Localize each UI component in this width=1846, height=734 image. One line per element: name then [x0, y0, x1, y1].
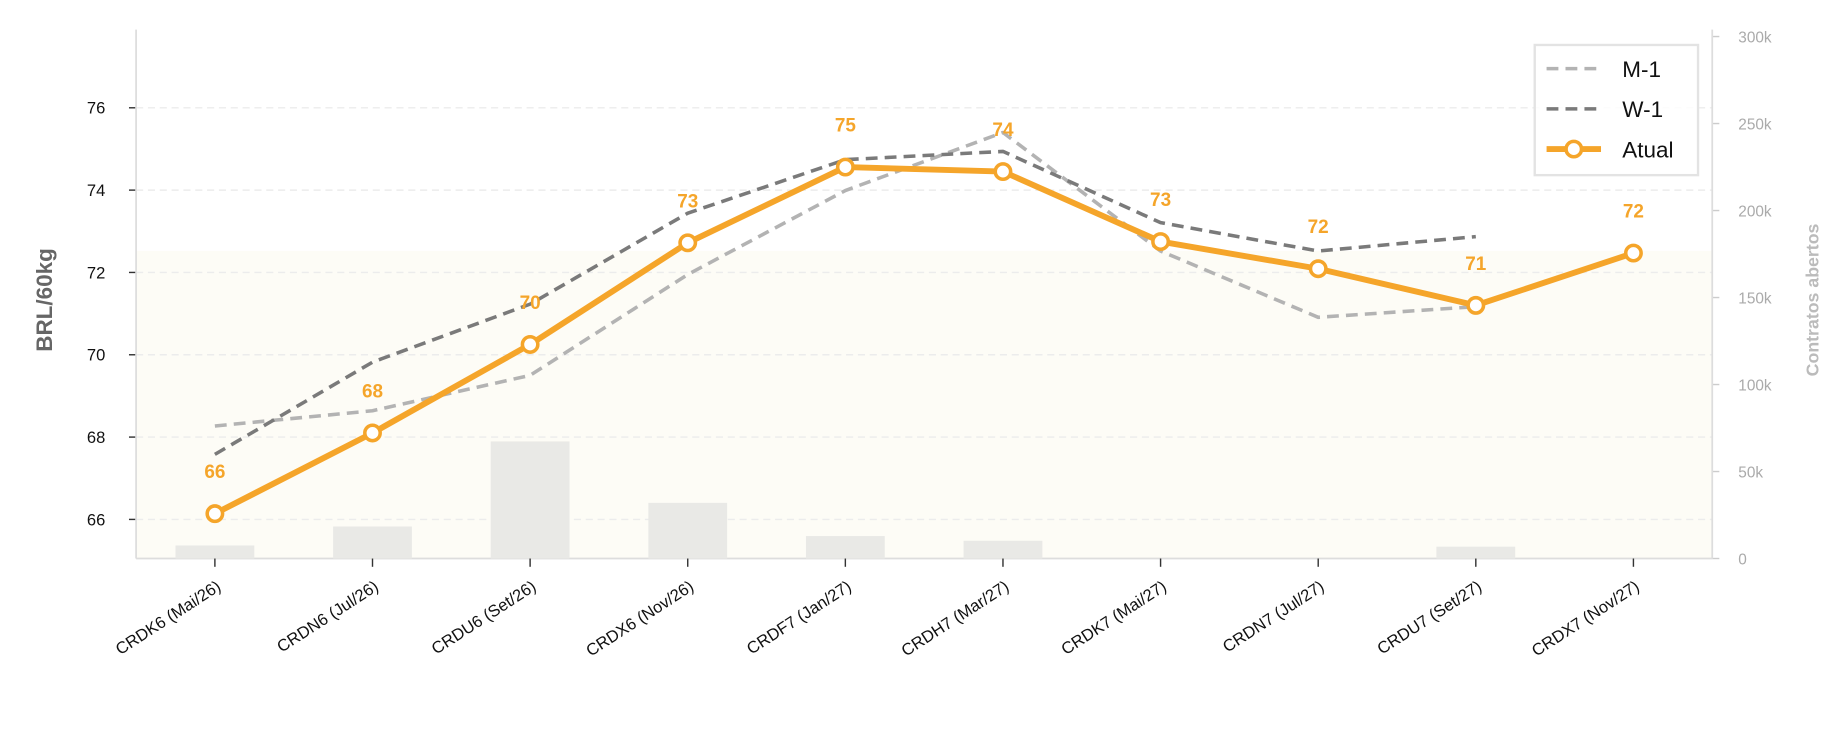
- value-label: 68: [362, 381, 383, 402]
- y-tick-label: 72: [87, 263, 105, 282]
- value-label: 71: [1465, 254, 1486, 275]
- bar: [175, 545, 255, 559]
- x-tick-label: CRDX6 (Nov/26): [583, 577, 697, 661]
- y2-tick-label: 200k: [1738, 203, 1772, 220]
- y2-tick-label: 100k: [1738, 377, 1772, 394]
- value-label: 74: [992, 120, 1014, 141]
- y-tick-label: 70: [87, 346, 105, 365]
- point: [835, 157, 855, 177]
- x-tick-label: CRDX7 (Nov/27): [1528, 577, 1642, 661]
- y2-axis-title: Contratos abertos: [1803, 223, 1823, 376]
- x-tick-label: CRDK6 (Mai/26): [112, 577, 224, 659]
- bar: [490, 441, 570, 559]
- bar: [648, 502, 728, 559]
- point: [678, 233, 698, 253]
- point: [363, 423, 382, 443]
- y-tick-label: 66: [87, 510, 105, 529]
- point: [1308, 259, 1328, 279]
- bar: [333, 526, 412, 559]
- point: [1151, 232, 1171, 252]
- y2-tick-label: 300k: [1738, 29, 1772, 46]
- y2-tick-label: 50k: [1738, 464, 1763, 481]
- value-label: 73: [677, 191, 698, 212]
- value-label: 70: [520, 293, 541, 314]
- value-label: 66: [204, 462, 225, 483]
- y2-tick-label: 0: [1738, 551, 1747, 568]
- point: [205, 504, 225, 524]
- x-tick-label: CRDN7 (Jul/27): [1219, 577, 1327, 657]
- legend-label: W-1: [1622, 97, 1663, 122]
- legend-marker: [1564, 139, 1584, 159]
- value-label: 73: [1150, 190, 1171, 211]
- x-tick-label: CRDU6 (Set/26): [428, 577, 539, 659]
- x-tick-label: CRDK7 (Mai/27): [1058, 577, 1170, 659]
- value-label: 72: [1623, 202, 1644, 223]
- y-axis-title: BRL/60kg: [32, 248, 57, 352]
- legend-label: M-1: [1622, 57, 1661, 82]
- y-tick-label: 68: [87, 428, 105, 447]
- point: [1466, 295, 1486, 315]
- line-1: [214, 130, 1476, 428]
- line-3: [213, 164, 1635, 517]
- x-tick-label: CRDN6 (Jul/26): [273, 577, 381, 657]
- legend-box: [1533, 43, 1700, 177]
- legend-label: Atual: [1622, 137, 1673, 162]
- y-tick-label: 76: [87, 99, 105, 118]
- plot-root: 66 68 70 72 74 76 0 50k 100k 150k 200k 250k 300k BRL/…: [32, 29, 1823, 660]
- bar: [1436, 546, 1516, 559]
- x-tick-label: CRDU7 (Set/27): [1374, 577, 1485, 659]
- y2-tick-label: 150k: [1738, 290, 1772, 307]
- value-label: 75: [835, 116, 856, 137]
- point: [993, 162, 1013, 182]
- bar: [805, 536, 885, 559]
- value-label: 72: [1308, 217, 1329, 238]
- point: [520, 335, 540, 354]
- y2-tick-label: 250k: [1738, 116, 1772, 133]
- x-tick-label: CRDF7 (Jan/27): [743, 577, 854, 659]
- x-tick-label: CRDH7 (Mar/27): [898, 577, 1012, 661]
- line-2: [213, 149, 1476, 456]
- point: [1623, 243, 1643, 263]
- bar: [963, 540, 1043, 559]
- y-tick-label: 74: [87, 181, 105, 200]
